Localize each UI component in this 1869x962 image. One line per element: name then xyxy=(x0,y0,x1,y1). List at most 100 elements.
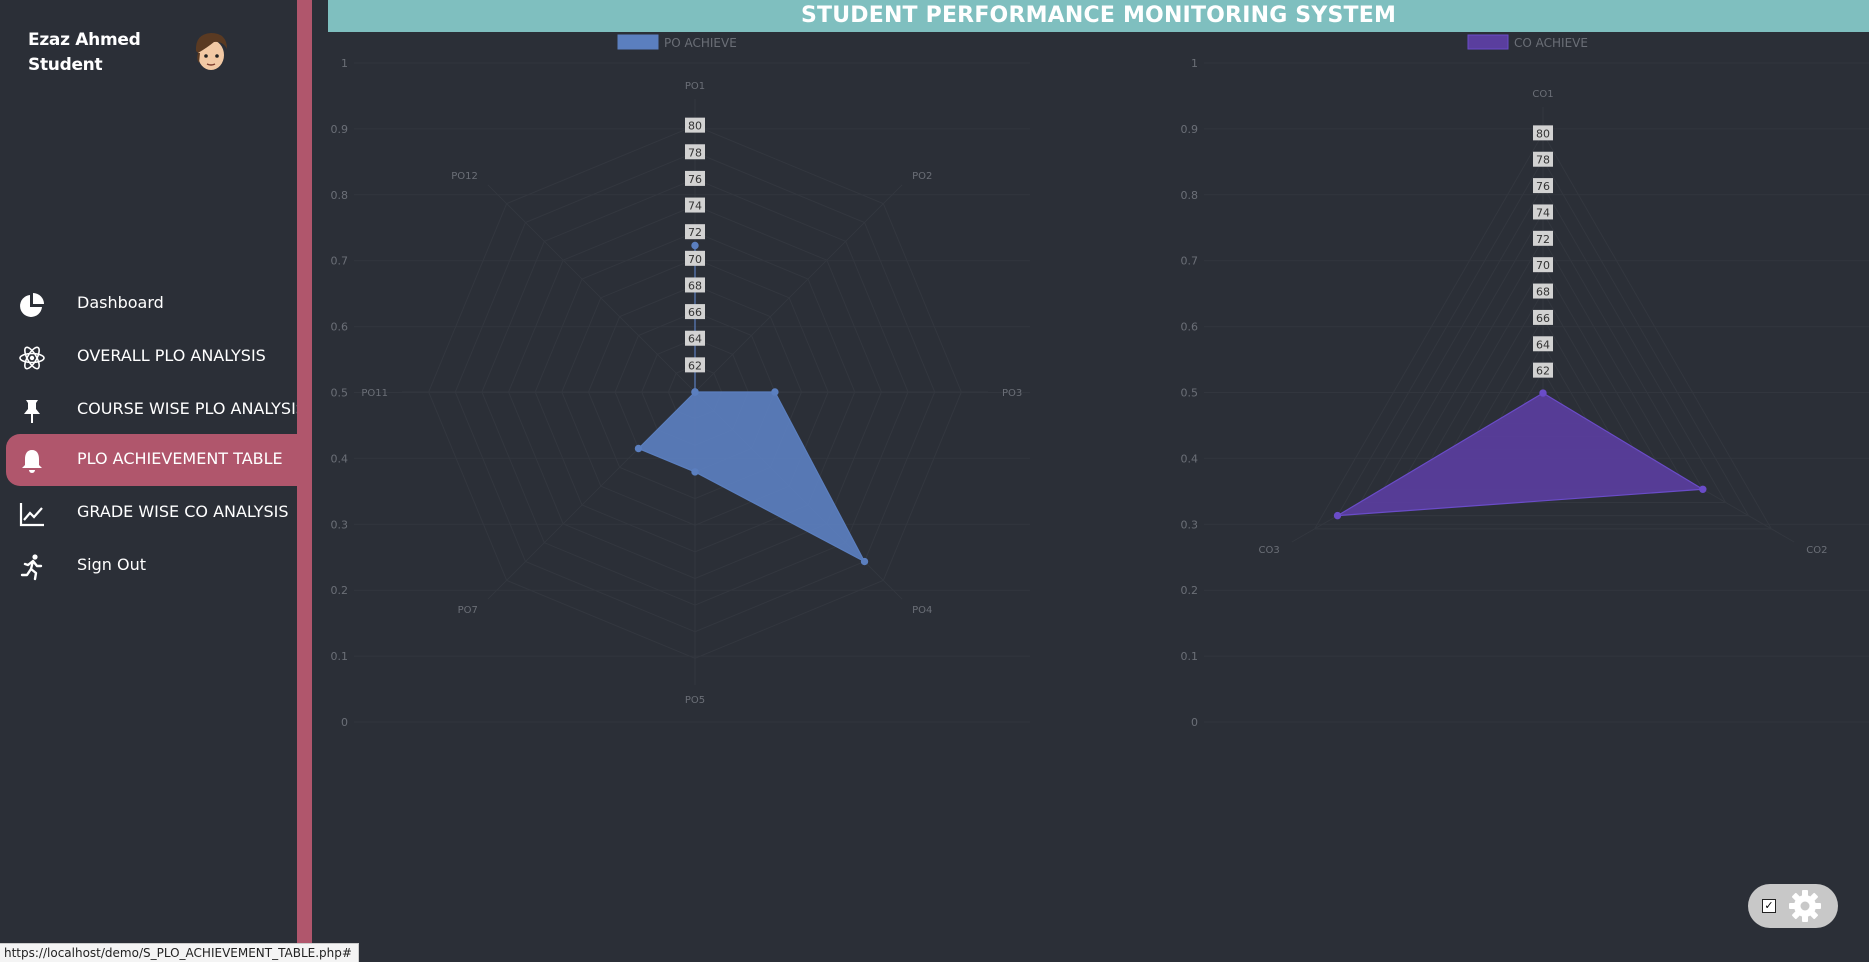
legend-swatch xyxy=(1467,34,1509,50)
radial-tick-label: 68 xyxy=(1536,286,1550,299)
radial-tick-label: 72 xyxy=(688,226,702,239)
radial-tick-box xyxy=(685,357,705,373)
radial-tick-box xyxy=(685,277,705,293)
y-tick-label: 0 xyxy=(341,716,348,729)
line-chart-icon xyxy=(19,503,44,527)
radial-spoke xyxy=(694,184,903,393)
nav-item-course-wise-plo-analysis[interactable]: COURSE WISE PLO ANALYSIS xyxy=(0,384,306,436)
radial-tick-label: 80 xyxy=(1536,127,1550,140)
radial-tick-box xyxy=(1533,151,1553,167)
series-area xyxy=(637,245,866,563)
data-point xyxy=(634,444,643,453)
co-achieve-radar-chart: CO ACHIEVE 0 0.1 0.2 0.3 0.4 0.5 0.6 0.7 0.8 0.9 1 C… xyxy=(1181,34,1869,729)
status-bar-url: https://localhost/demo/S_PLO_ACHIEVEMENT… xyxy=(0,943,359,962)
y-tick-label: 0.4 xyxy=(331,452,349,465)
data-point xyxy=(691,241,699,250)
legend-label: PO ACHIEVE xyxy=(664,36,737,50)
nav-item-label: Dashboard xyxy=(77,293,164,312)
y-tick-label: 0.6 xyxy=(1181,321,1199,334)
y-tick-label: 0.8 xyxy=(1181,189,1199,202)
user-name: Ezaz Ahmed xyxy=(28,30,141,50)
radial-tick-box xyxy=(1533,230,1553,246)
y-tick-label: 0.1 xyxy=(1181,650,1199,663)
nav-item-sign-out[interactable]: Sign Out xyxy=(0,540,297,592)
radial-tick-label: 72 xyxy=(1536,233,1550,246)
nav-item-dashboard[interactable]: Dashboard xyxy=(0,278,297,330)
checkbox-icon[interactable]: ✓ xyxy=(1762,899,1776,913)
y-tick-label: 0 xyxy=(1191,716,1198,729)
data-point xyxy=(691,388,699,396)
radial-tick-label: 66 xyxy=(1536,312,1550,325)
po-achieve-radar-chart: PO ACHIEVE 0 0.1 0.2 0.3 0.4 0.5 0.6 0.7 0.8 0.9 1 P… xyxy=(331,34,1030,729)
atom-icon xyxy=(19,346,45,370)
data-point xyxy=(860,557,869,566)
nav-item-plo-achievement-table[interactable]: PLO ACHIEVEMENT TABLE xyxy=(6,434,297,486)
point-label: PO4 xyxy=(912,605,932,616)
y-tick-label: 1 xyxy=(1191,57,1198,70)
y-tick-label: 1 xyxy=(341,57,348,70)
nav-item-grade-wise-co-analysis[interactable]: GRADE WISE CO ANALYSIS xyxy=(0,487,297,539)
user-role: Student xyxy=(28,55,103,75)
radial-tick-label: 78 xyxy=(688,146,702,159)
y-tick-label: 0.3 xyxy=(331,518,349,531)
data-point xyxy=(1699,485,1707,493)
y-tick-label: 0.6 xyxy=(331,321,349,334)
radial-tick-label: 80 xyxy=(688,120,702,133)
y-tick-label: 0.7 xyxy=(1181,255,1199,268)
nav-item-overall-plo-analysis[interactable]: OVERALL PLO ANALYSIS xyxy=(0,331,297,383)
legend-label: CO ACHIEVE xyxy=(1514,36,1588,50)
page-title: STUDENT PERFORMANCE MONITORING SYSTEM xyxy=(328,0,1869,32)
radial-tick-box xyxy=(1533,204,1553,220)
nav-item-label: Sign Out xyxy=(77,555,146,574)
series-area xyxy=(1337,392,1705,517)
radial-tick-label: 74 xyxy=(1536,206,1550,219)
gear-icon[interactable] xyxy=(1788,889,1822,923)
radial-tick-box xyxy=(1533,362,1553,378)
radial-tick-box xyxy=(1533,283,1553,299)
radial-tick-label: 64 xyxy=(1536,338,1550,351)
y-tick-label: 0.5 xyxy=(1181,387,1199,400)
radial-tick-label: 66 xyxy=(688,306,702,319)
radial-tick-box xyxy=(1533,336,1553,352)
radial-gridline xyxy=(1359,185,1727,503)
radial-tick-box xyxy=(685,250,705,266)
radial-tick-label: 70 xyxy=(688,253,702,266)
y-tick-label: 0.2 xyxy=(331,584,349,597)
bell-icon xyxy=(22,450,42,473)
radial-tick-box xyxy=(1533,178,1553,194)
nav-item-label: GRADE WISE CO ANALYSIS xyxy=(77,502,289,521)
radial-gridline xyxy=(1336,158,1750,517)
legend-swatch xyxy=(617,34,659,50)
point-label: PO2 xyxy=(912,171,932,182)
point-label: PO7 xyxy=(458,605,478,616)
radial-tick-label: 62 xyxy=(1536,365,1550,378)
radial-tick-label: 70 xyxy=(1536,259,1550,272)
data-point xyxy=(691,468,699,476)
point-label: CO1 xyxy=(1532,89,1553,100)
y-tick-label: 0.7 xyxy=(331,255,349,268)
pie-chart-icon xyxy=(20,293,44,317)
nav-item-label: PLO ACHIEVEMENT TABLE xyxy=(77,449,283,468)
point-label: PO12 xyxy=(451,171,478,182)
point-label: PO3 xyxy=(1002,388,1022,399)
running-person-icon xyxy=(20,554,43,581)
y-tick-label: 0.3 xyxy=(1181,518,1199,531)
y-tick-label: 0.4 xyxy=(1181,452,1199,465)
radial-tick-box xyxy=(685,197,705,213)
y-tick-label: 0.5 xyxy=(331,387,349,400)
radial-spoke xyxy=(487,184,696,393)
avatar[interactable] xyxy=(190,29,232,73)
radial-tick-box xyxy=(685,224,705,240)
radial-gridline xyxy=(1313,132,1773,530)
radial-tick-box xyxy=(1533,257,1553,273)
radial-tick-box xyxy=(1533,125,1553,141)
data-point xyxy=(1539,389,1547,397)
settings-toggle[interactable]: ✓ xyxy=(1748,884,1838,928)
radial-tick-label: 76 xyxy=(688,173,702,186)
point-label: PO1 xyxy=(685,81,705,92)
point-label: PO11 xyxy=(361,388,388,399)
point-label: CO2 xyxy=(1806,545,1827,556)
radial-tick-box xyxy=(685,117,705,133)
sidebar-accent-stripe xyxy=(297,0,312,961)
radial-tick-label: 68 xyxy=(688,279,702,292)
